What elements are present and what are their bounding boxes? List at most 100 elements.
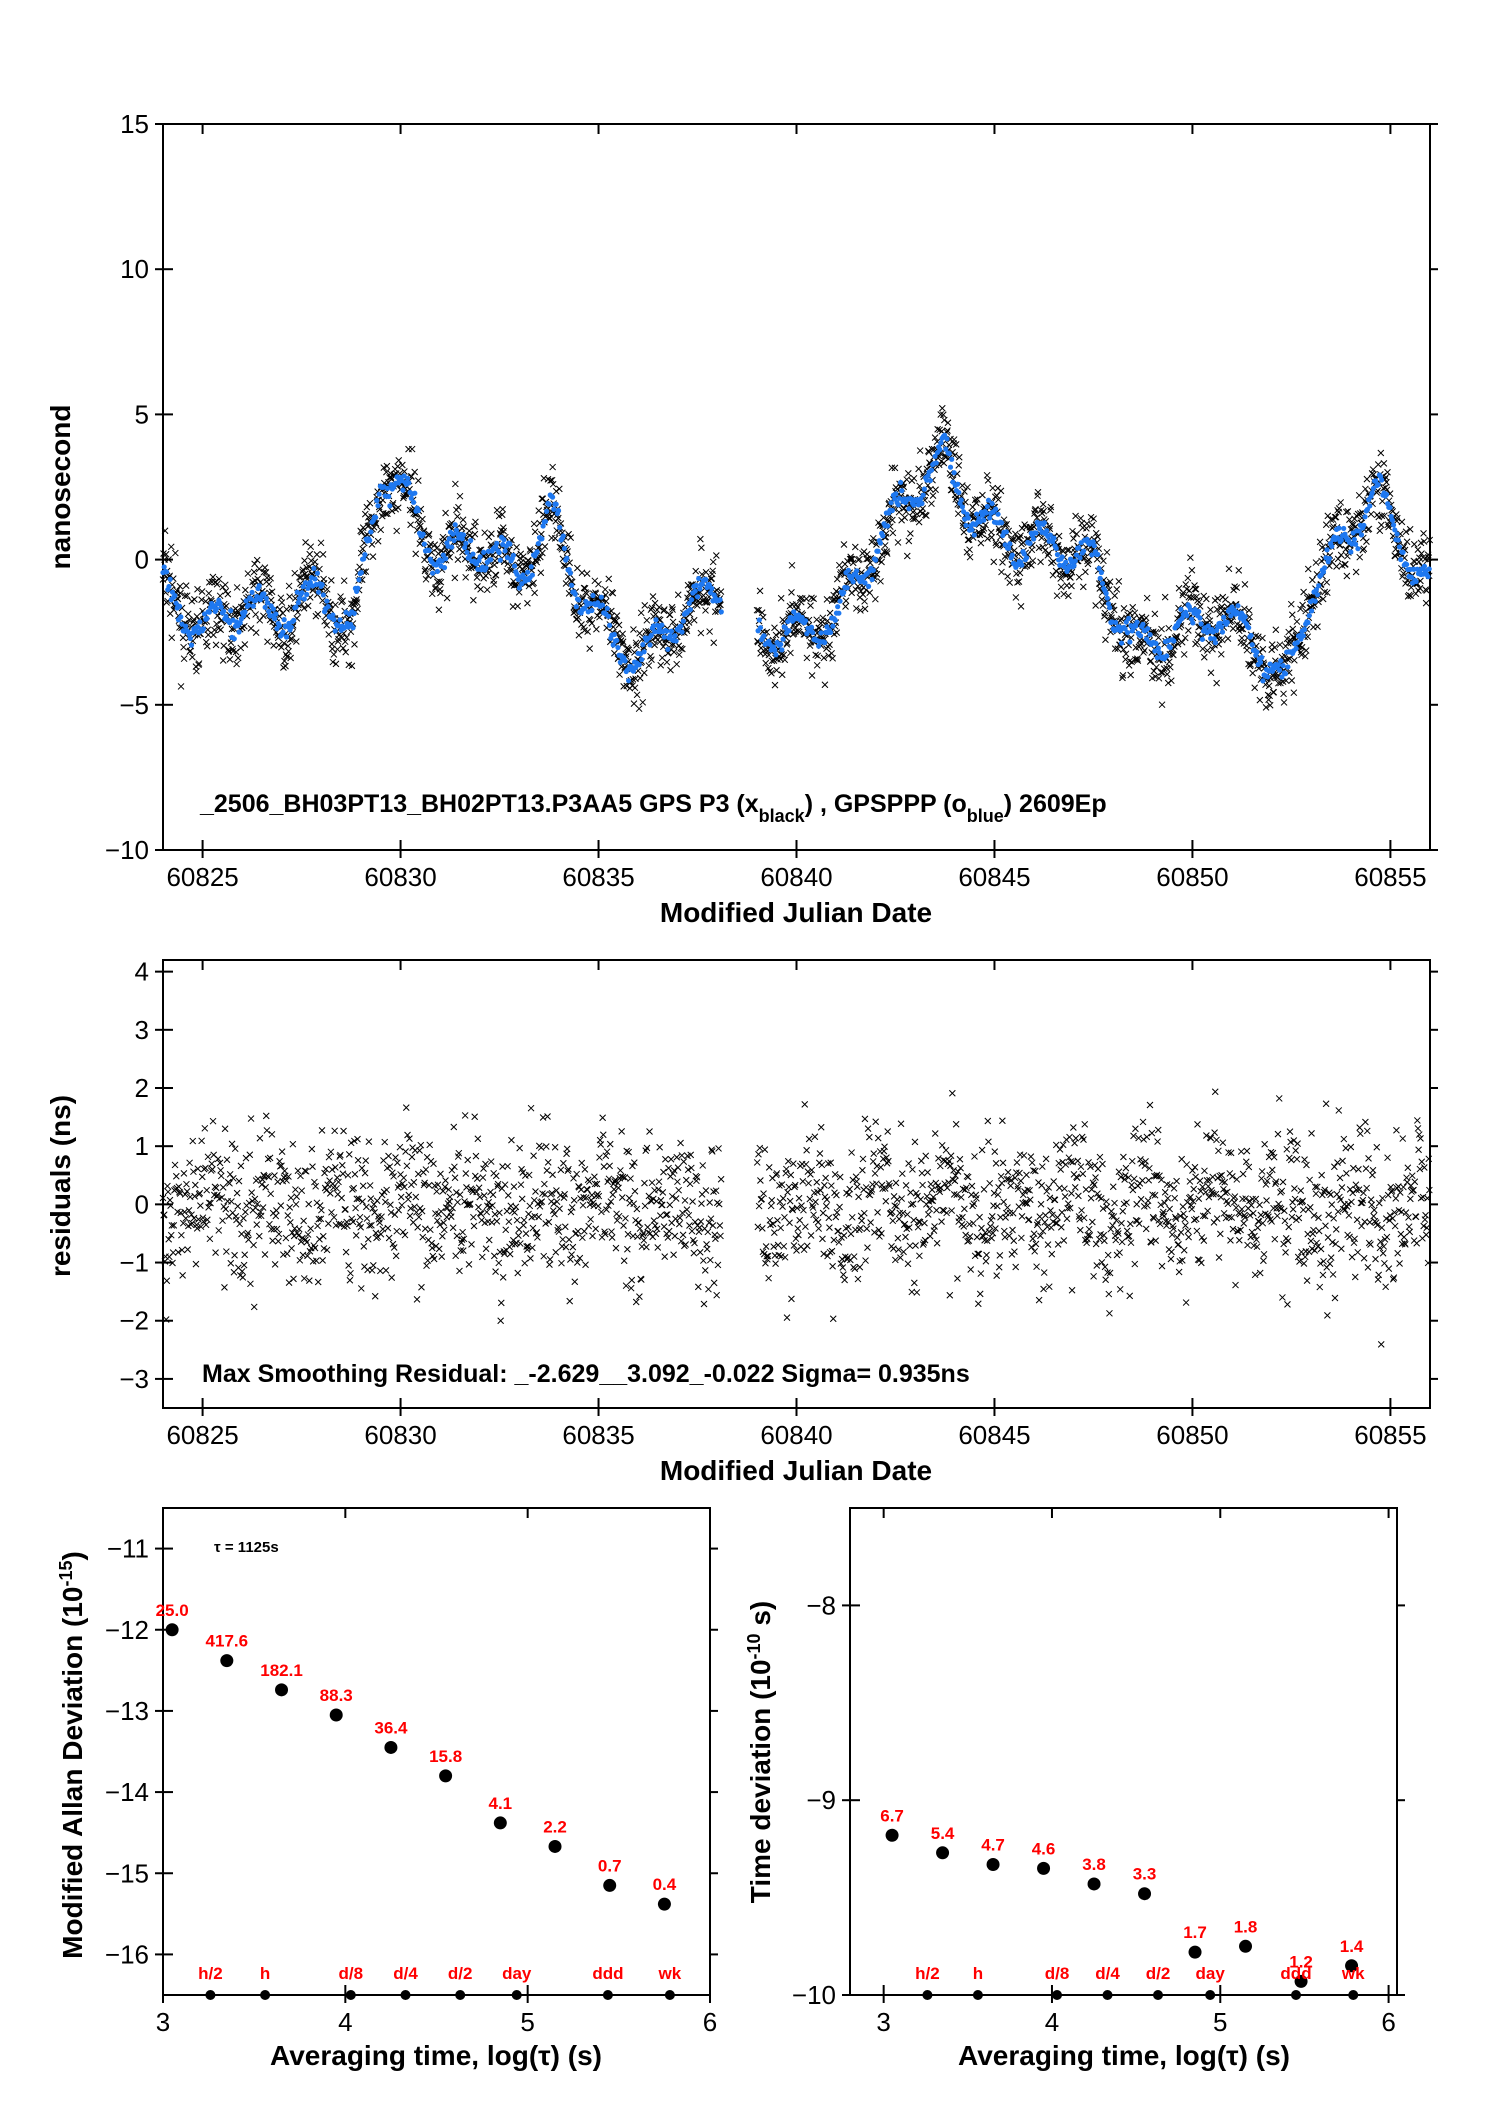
gpsppp-point	[167, 576, 173, 582]
residual-point	[765, 1164, 773, 1171]
residual-point	[633, 1205, 641, 1213]
residual-point	[1031, 1247, 1039, 1255]
residual-point	[655, 1186, 662, 1193]
gpsppp-point	[450, 531, 456, 537]
gps-p3-point	[1143, 594, 1151, 602]
gps-p3-point	[1195, 598, 1203, 606]
gpsppp-point	[937, 447, 943, 453]
residual-point	[576, 1254, 584, 1262]
gps-p3-point	[537, 569, 545, 577]
gps-p3-point	[530, 520, 538, 528]
gps-p3-point	[302, 539, 309, 546]
residual-point	[814, 1218, 822, 1226]
gps-p3-point	[710, 639, 718, 647]
residual-point	[448, 1166, 456, 1174]
residual-point	[273, 1225, 281, 1233]
gpsppp-point	[511, 563, 518, 569]
residual-point	[935, 1185, 943, 1193]
residual-point	[787, 1171, 795, 1179]
residual-point	[814, 1188, 821, 1196]
gps-p3-point	[1254, 633, 1262, 641]
residual-point	[836, 1173, 844, 1181]
residual-point	[323, 1246, 331, 1254]
y-tick-label: 0	[135, 1189, 149, 1219]
gpsppp-point	[320, 592, 326, 598]
residual-point	[221, 1284, 228, 1291]
gps-p3-point	[1082, 568, 1089, 576]
residual-point	[789, 1206, 797, 1214]
x-tick-label: 60840	[760, 1420, 832, 1450]
gpsppp-point	[664, 628, 670, 634]
residual-point	[522, 1230, 530, 1237]
gps-p3-point	[503, 567, 511, 575]
gps-p3-point	[1018, 524, 1026, 532]
gpsppp-point	[862, 580, 868, 586]
residual-point	[936, 1188, 944, 1196]
residual-point	[995, 1183, 1002, 1191]
gps-p3-point	[807, 602, 814, 609]
gpsppp-point	[1198, 621, 1204, 627]
residual-point	[207, 1199, 214, 1207]
residual-point	[219, 1184, 227, 1191]
residual-point	[415, 1213, 423, 1221]
residual-point	[676, 1214, 684, 1222]
residual-point	[387, 1209, 395, 1216]
gps-p3-point	[1102, 636, 1109, 644]
gpsppp-point	[1413, 578, 1419, 585]
residual-point	[164, 1188, 172, 1196]
gps-p3-point	[894, 539, 902, 546]
residual-point	[700, 1300, 708, 1308]
gps-p3-point	[903, 552, 911, 560]
residual-point	[419, 1233, 427, 1241]
gps-p3-point	[1407, 592, 1415, 600]
gps-p3-point	[460, 523, 467, 530]
gps-p3-point	[1380, 460, 1388, 467]
residual-point	[632, 1298, 640, 1306]
residual-point	[643, 1243, 650, 1251]
residual-point	[461, 1198, 468, 1205]
residual-point	[556, 1205, 563, 1213]
residual-point	[665, 1164, 672, 1172]
residual-point	[1071, 1139, 1078, 1147]
gpsppp-point	[172, 592, 178, 599]
residual-point	[935, 1155, 942, 1162]
gpsppp-point	[1313, 587, 1319, 593]
gpsppp-point	[187, 635, 193, 642]
residual-point	[1016, 1169, 1023, 1177]
residual-point	[662, 1211, 670, 1219]
gps-p3-point	[1184, 627, 1192, 634]
gps-p3-point	[514, 602, 521, 610]
gpsppp-point	[640, 641, 646, 648]
residual-point	[1025, 1216, 1033, 1223]
residual-point	[186, 1159, 193, 1167]
residual-point	[480, 1192, 488, 1199]
gps-p3-point	[490, 580, 498, 588]
gpsppp-point	[588, 601, 594, 607]
residual-point	[659, 1189, 667, 1196]
gpsppp-point	[875, 548, 881, 554]
gps-p3-point	[1185, 587, 1193, 594]
residual-point	[705, 1219, 713, 1227]
gps-p3-point	[1179, 591, 1187, 599]
residual-point	[179, 1272, 186, 1279]
residual-point	[612, 1244, 620, 1252]
residual-point	[442, 1177, 449, 1184]
residual-point	[712, 1235, 719, 1243]
gps-p3-point	[950, 436, 958, 443]
gps-p3-point	[641, 602, 649, 609]
gpsppp-point	[405, 475, 411, 481]
gpsppp-point	[1257, 659, 1264, 665]
gps-p3-point	[1114, 645, 1122, 653]
gpsppp-point	[786, 628, 792, 634]
gps-p3-point	[704, 597, 711, 605]
gpsppp-point	[1322, 565, 1328, 571]
residual-point	[182, 1215, 190, 1222]
residual-point	[670, 1251, 677, 1259]
gps-p3-point	[777, 594, 785, 602]
gps-p3-point	[1128, 658, 1136, 666]
residual-point	[942, 1146, 950, 1154]
gps-p3-point	[1152, 629, 1160, 636]
gps-p3-point	[637, 609, 645, 617]
gpsppp-point	[969, 527, 975, 533]
residual-point	[286, 1219, 294, 1226]
